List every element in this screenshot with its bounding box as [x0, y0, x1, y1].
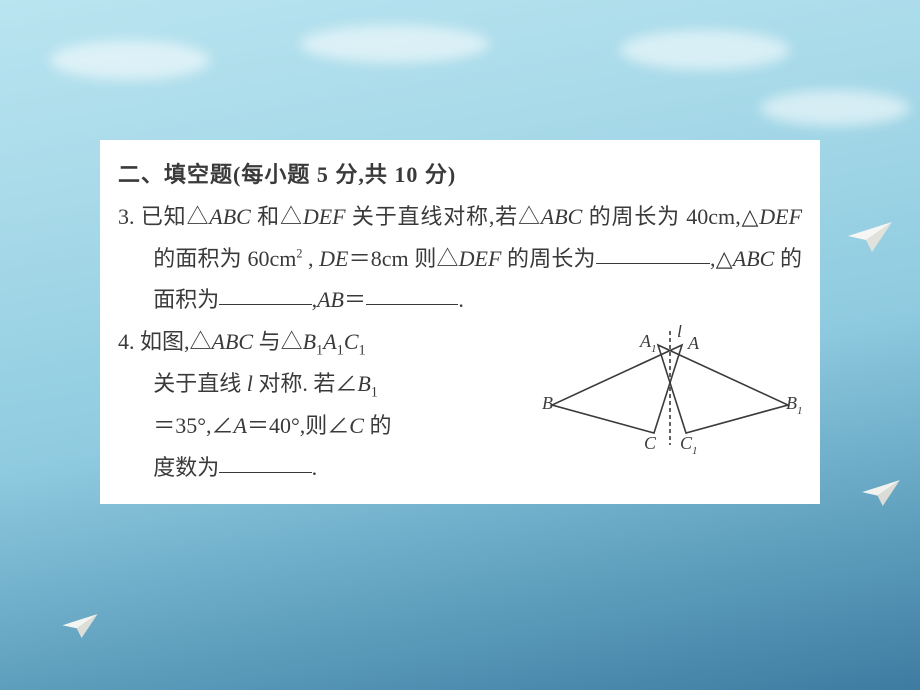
- q4-text: 的: [364, 413, 392, 438]
- label-c: C: [644, 433, 657, 453]
- math-var: ABC: [212, 329, 254, 354]
- label-a1: A1: [639, 331, 657, 355]
- q3-text: ,△: [735, 204, 759, 229]
- cloud: [50, 40, 210, 80]
- math-var: B1A1C1: [303, 329, 366, 354]
- fill-blank: [219, 303, 311, 305]
- math-var: C: [349, 413, 364, 438]
- q3-text: 则△: [409, 246, 459, 271]
- fill-blank: [366, 303, 458, 305]
- q3-text: 的面积为: [153, 246, 247, 271]
- points-each: 5: [317, 162, 329, 187]
- question-number: 4.: [118, 329, 140, 354]
- q3-text: 和△: [251, 204, 303, 229]
- math-var: B1: [357, 371, 378, 396]
- q3-text: ,△: [710, 246, 733, 271]
- q3-text: 关于直线对称,若△: [346, 204, 541, 229]
- math-var: A: [234, 413, 247, 438]
- title-text: 二、填空题(每小题: [118, 162, 317, 187]
- label-b: B: [542, 393, 553, 413]
- q3-text: 积为: [175, 287, 219, 312]
- equals: ＝: [349, 246, 371, 271]
- fill-blank: [219, 470, 311, 472]
- q3-text: ,: [302, 246, 319, 271]
- title-text: 分,共: [329, 162, 395, 187]
- value: 40cm: [686, 204, 735, 229]
- paper-plane-icon: [862, 480, 900, 506]
- label-c1: C1: [680, 433, 698, 455]
- math-var: ABC: [209, 204, 251, 229]
- paper-plane-icon: [62, 614, 98, 638]
- math-var: DE: [319, 246, 348, 271]
- q3-text: 的周长为: [589, 204, 687, 229]
- label-b1: B1: [786, 393, 802, 417]
- q3-text: .: [458, 287, 464, 312]
- q4-text: ＝35°,∠: [153, 413, 233, 438]
- question-3: 3. 已知△ABC 和△DEF 关于直线对称,若△ABC 的周长为 40cm,△…: [118, 196, 802, 321]
- q4-text: 度数为: [153, 455, 219, 480]
- cloud: [300, 25, 490, 63]
- paper-plane-icon: [848, 222, 892, 252]
- points-total: 10: [394, 162, 418, 187]
- q4-text: ＝40°,则∠: [247, 413, 349, 438]
- fill-blank: [596, 262, 710, 264]
- q4-text: 关于直线: [153, 371, 247, 396]
- math-var: DEF: [303, 204, 346, 229]
- question-number: 3.: [118, 204, 141, 229]
- figure-triangles: l A1 A B B1 C C1: [542, 325, 802, 469]
- math-var: ABC: [733, 246, 775, 271]
- question-4: 4. 如图,△ABC 与△B1A1C1 关于直线 l 对称. 若∠B1 ＝35°…: [118, 321, 802, 488]
- label-a: A: [687, 333, 700, 353]
- value: 8cm: [371, 246, 409, 271]
- label-l: l: [677, 325, 682, 341]
- q4-text: 对称. 若∠: [253, 371, 358, 396]
- cloud: [760, 90, 910, 126]
- q4-text: .: [312, 455, 318, 480]
- value: 60cm: [247, 246, 296, 271]
- question-card: 二、填空题(每小题 5 分,共 10 分) 3. 已知△ABC 和△DEF 关于…: [100, 140, 820, 504]
- q4-text: 如图,△: [140, 329, 212, 354]
- equals: ＝: [344, 287, 366, 312]
- math-var: DEF: [759, 204, 802, 229]
- title-text: 分): [418, 162, 456, 187]
- math-var: DEF: [459, 246, 502, 271]
- cloud: [620, 30, 790, 70]
- math-var: ABC: [541, 204, 583, 229]
- q3-text: 的周长为: [501, 246, 595, 271]
- section-title: 二、填空题(每小题 5 分,共 10 分): [118, 154, 802, 196]
- math-var: AB: [317, 287, 344, 312]
- q3-text: 已知△: [141, 204, 209, 229]
- q4-text: 与△: [253, 329, 303, 354]
